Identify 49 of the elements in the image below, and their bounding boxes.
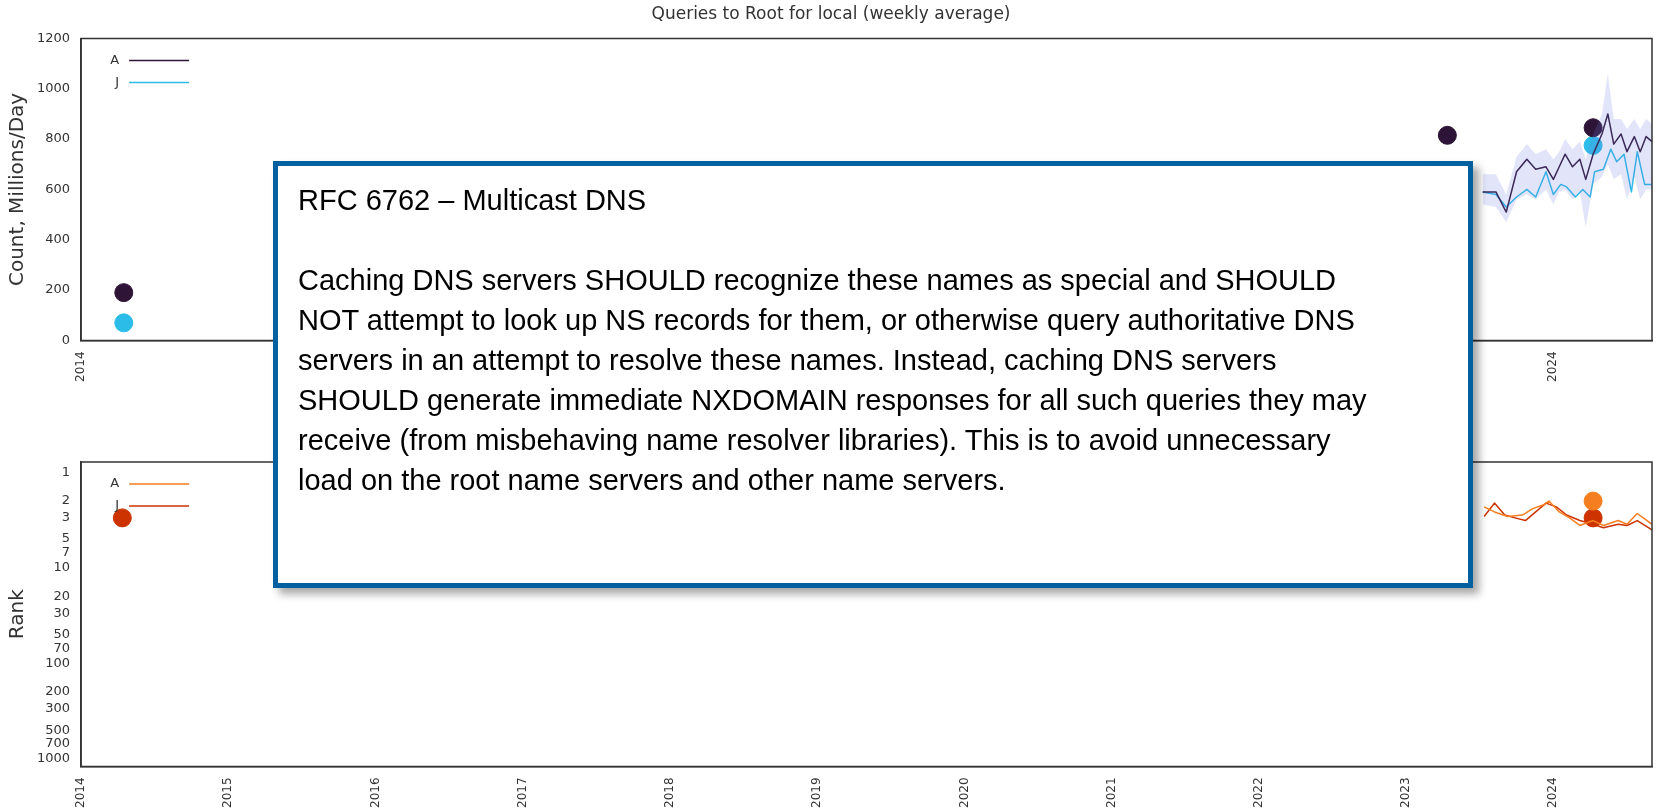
y-axis-title: Count, Millions/Day bbox=[4, 92, 29, 287]
y-tick-label: 600 bbox=[45, 180, 71, 196]
y-tick-label: 200 bbox=[45, 683, 71, 699]
y-tick-label: 10 bbox=[53, 559, 71, 575]
x-tick-label: 2020 bbox=[956, 777, 971, 809]
x-tick-label: 2019 bbox=[809, 777, 824, 809]
y-axis-title: Rank bbox=[4, 588, 29, 640]
y-tick-label: 1200 bbox=[36, 29, 71, 45]
text: RFC 6762 – Multicast DNS bbox=[298, 183, 648, 218]
y-tick-label: 0 bbox=[61, 331, 71, 347]
y-tick-label: 3 bbox=[61, 509, 71, 525]
x-tick-label: 2024 bbox=[1545, 351, 1560, 383]
x-tick-label: 2014 bbox=[73, 777, 88, 809]
legend-label: A bbox=[110, 475, 120, 491]
annotation: Caching DNS servers SHOULD recognize these names as special and SHOULD NOT attempt to look up NS records for them, or otherwise query authoritative DNS servers in an attempt to resolve these names. Instead, caching DNS servers SHOULD generate immediate NXDOMAIN responses for all such queries they may receive (from misbehaving name resolver libraries). This is to avoid unnecessary load on the root name servers and other name servers. bbox=[298, 263, 1368, 498]
y-tick-label: 800 bbox=[45, 130, 71, 146]
x-tick-label: 2022 bbox=[1251, 777, 1266, 809]
x-tick-label: 2018 bbox=[662, 777, 677, 809]
x-tick-label: 2017 bbox=[514, 777, 529, 809]
y-tick-label: 100 bbox=[45, 654, 71, 670]
y-tick-label: 7 bbox=[61, 544, 71, 560]
legend-label: A bbox=[110, 51, 120, 67]
y-tick-label: 300 bbox=[45, 700, 71, 716]
y-tick-label: 500 bbox=[45, 721, 71, 737]
y-tick-label: 200 bbox=[45, 281, 71, 297]
y-tick-label: 50 bbox=[53, 625, 71, 641]
y-tick-label: 1 bbox=[61, 463, 71, 479]
y-tick-label: 700 bbox=[45, 735, 71, 751]
point bbox=[114, 313, 134, 333]
x-tick-label: 2023 bbox=[1398, 777, 1413, 809]
x-tick-label: 2016 bbox=[367, 777, 382, 809]
y-tick-label: 2 bbox=[61, 492, 71, 508]
y-tick-label: 5 bbox=[61, 530, 71, 546]
point bbox=[114, 283, 134, 303]
chart-title: Queries to Root for local (weekly average) bbox=[651, 2, 1011, 23]
x-tick-label: 2015 bbox=[220, 777, 235, 809]
y-tick-label: 1000 bbox=[36, 80, 71, 96]
point bbox=[1437, 125, 1457, 145]
y-tick-label: 20 bbox=[53, 587, 71, 603]
y-tick-label: 70 bbox=[53, 639, 71, 655]
y-tick-label: 1000 bbox=[36, 750, 71, 766]
x-tick-label: 2024 bbox=[1545, 777, 1560, 809]
y-tick-label: 400 bbox=[45, 231, 71, 247]
legend-label: J bbox=[114, 497, 120, 513]
point bbox=[1583, 118, 1603, 138]
x-tick-label: 2021 bbox=[1103, 777, 1118, 809]
x-tick-label: 2014 bbox=[73, 351, 88, 383]
legend-label: J bbox=[114, 73, 120, 89]
y-tick-label: 30 bbox=[53, 604, 71, 620]
